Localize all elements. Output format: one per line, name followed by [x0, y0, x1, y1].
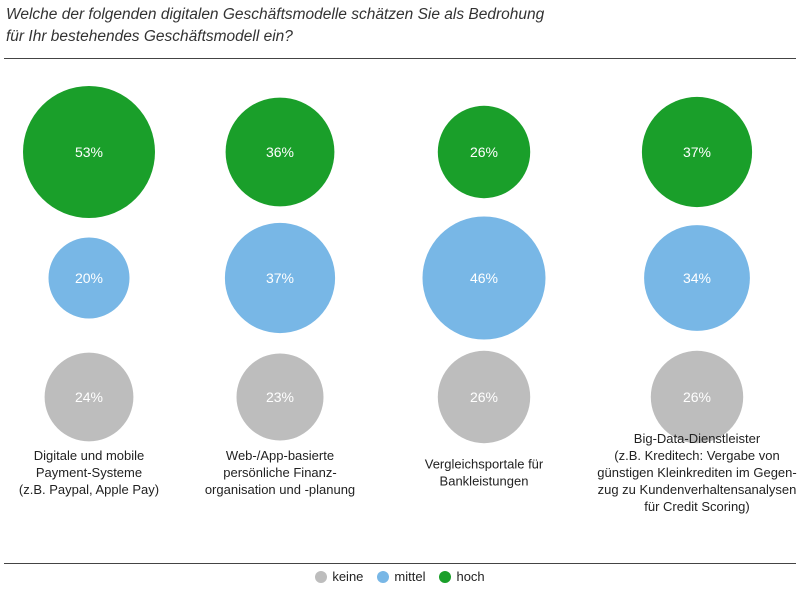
bubble-keine-3 [437, 350, 531, 444]
category-label-4-line-4: zug zu Kundenverhaltensanalysen [598, 482, 797, 497]
category-label-1-line-2: Payment-Systeme [36, 465, 142, 480]
bubble-label-hoch-2: 36% [266, 144, 294, 160]
bubble-label-hoch-1: 53% [75, 144, 103, 160]
bubble-label-keine-4: 26% [683, 389, 711, 405]
bubble-keine-4 [650, 350, 744, 444]
legend-item-mittel: mittel [377, 569, 425, 584]
category-label-1-line-3: (z.B. Paypal, Apple Pay) [19, 482, 159, 497]
bubble-hoch-2 [225, 97, 335, 207]
category-label-2-line-1: Web-/App-basierte [226, 448, 334, 463]
bubble-mittel-3 [422, 216, 546, 340]
bubble-chart: 53% 36% 26% 37% 20% 37% 46% 34% 24% 23% 26% 26% Digi… [19, 86, 797, 514]
bubble-label-mittel-2: 37% [266, 270, 294, 286]
bubble-mittel-4 [644, 225, 750, 331]
bubble-label-mittel-4: 34% [683, 270, 711, 286]
legend-item-hoch: hoch [439, 569, 485, 584]
legend-label-hoch: hoch [456, 569, 485, 584]
top-divider [4, 58, 796, 59]
bubble-hoch-4 [641, 96, 753, 208]
category-label-4-line-3: günstigen Kleinkrediten im Gegen- [597, 465, 796, 480]
chart-title: Welche der folgenden digitalen Geschäfts… [6, 4, 786, 48]
category-label-3-line-2: Bankleistungen [440, 474, 529, 489]
category-label-3-line-1: Vergleichsportale für [425, 457, 544, 472]
bubble-label-hoch-4: 37% [683, 144, 711, 160]
bubble-label-keine-2: 23% [266, 389, 294, 405]
bottom-divider [4, 563, 796, 564]
bubble-keine-2 [236, 353, 324, 441]
legend: keine mittel hoch [0, 569, 800, 584]
bubble-label-keine-1: 24% [75, 389, 103, 405]
category-label-2-line-2: persönliche Finanz- [223, 465, 336, 480]
category-label-1-line-1: Digitale und mobile [34, 448, 145, 463]
legend-label-mittel: mittel [394, 569, 426, 584]
legend-dot-hoch [439, 570, 452, 583]
category-label-4-line-5: für Credit Scoring) [644, 499, 749, 514]
bubble-mittel-1 [48, 237, 130, 319]
legend-label-keine: keine [332, 569, 364, 584]
bubble-keine-1 [44, 352, 134, 442]
category-label-2-line-3: organisation und -planung [205, 482, 355, 497]
chart-title-line-2: für Ihr bestehendes Geschäftsmodell ein? [6, 28, 293, 45]
legend-item-keine: keine [315, 569, 363, 584]
legend-dot-keine [315, 570, 328, 583]
category-label-4-line-1: Big-Data-Dienstleister [634, 431, 761, 446]
bubble-mittel-2 [224, 222, 336, 334]
bubble-hoch-1 [23, 86, 155, 218]
chart-title-line-1: Welche der folgenden digitalen Geschäfts… [6, 6, 545, 23]
bubble-label-mittel-1: 20% [75, 270, 103, 286]
bubble-label-hoch-3: 26% [470, 144, 498, 160]
bubble-label-keine-3: 26% [470, 389, 498, 405]
bubble-label-mittel-3: 46% [470, 270, 498, 286]
bubble-hoch-3 [437, 105, 531, 199]
category-label-4-line-2: (z.B. Kreditech: Vergabe von [614, 448, 779, 463]
legend-dot-mittel [377, 570, 390, 583]
